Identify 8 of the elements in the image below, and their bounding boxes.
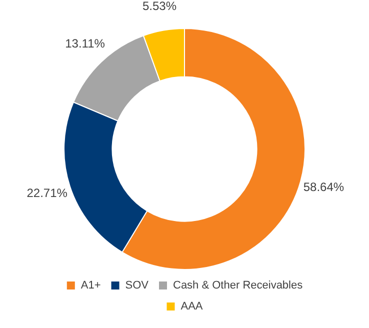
legend-label: A1+ xyxy=(80,280,101,292)
legend-label: SOV xyxy=(125,280,150,292)
legend-label: AAA xyxy=(180,300,204,313)
data-label: 22.71% xyxy=(26,186,68,200)
data-label: 5.53% xyxy=(142,0,177,13)
legend-label: Cash & Other Receivables xyxy=(172,280,304,292)
data-label: 13.11% xyxy=(65,36,106,51)
data-label: 58.64% xyxy=(303,180,344,194)
